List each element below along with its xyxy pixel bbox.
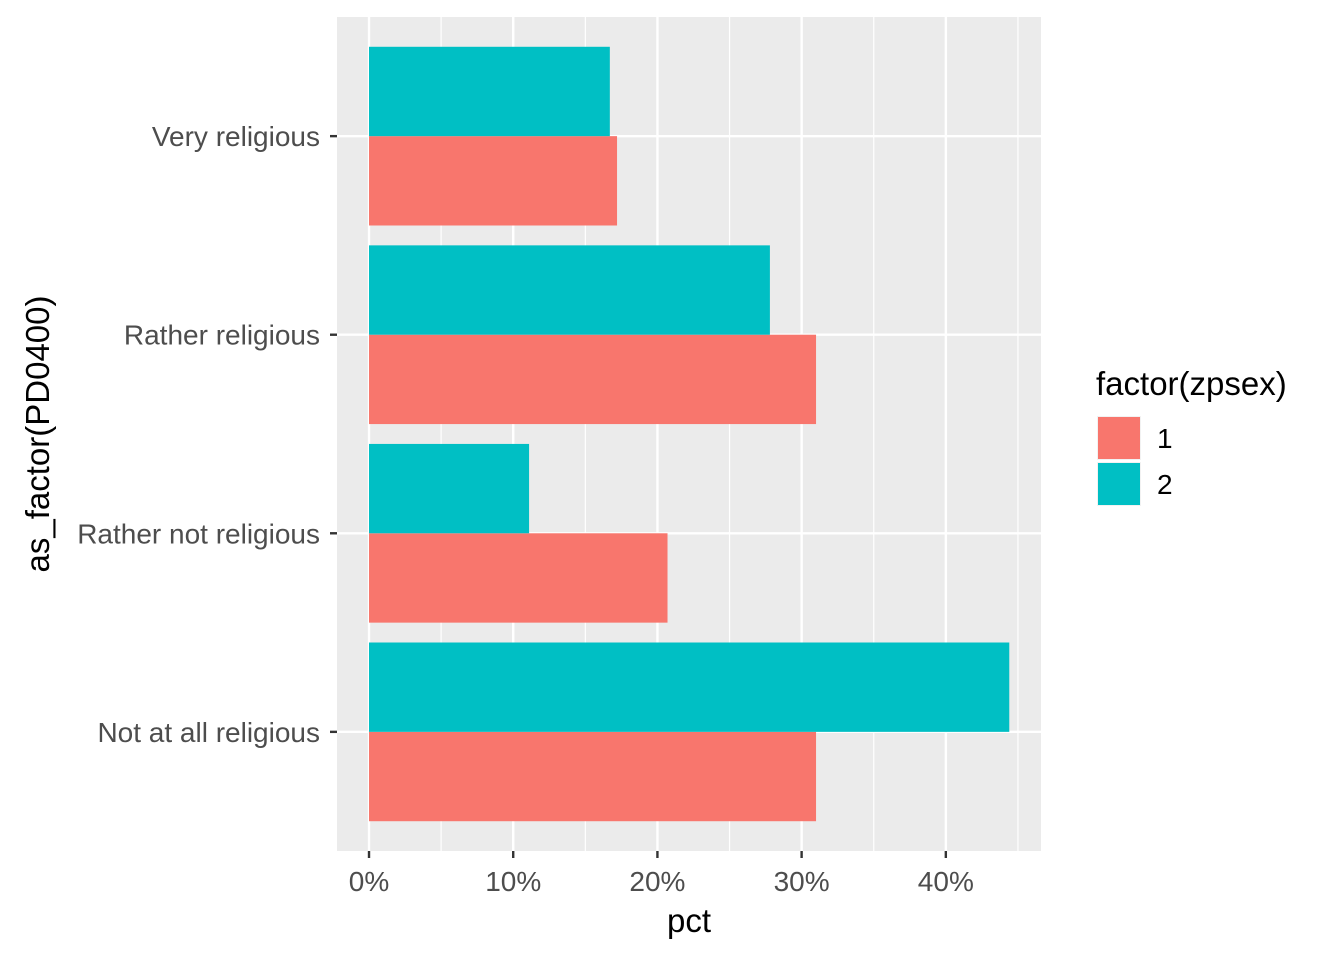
- bar-series-2: [369, 46, 610, 137]
- legend-title: factor(zpsex): [1096, 365, 1287, 402]
- y-axis: Very religious Rather religious Rather not…: [77, 121, 337, 748]
- bar-series-2: [369, 642, 1010, 732]
- y-tick-label: Rather religious: [124, 320, 320, 351]
- y-tick-label: Not at all religious: [97, 717, 320, 748]
- x-axis-title: pct: [667, 902, 711, 939]
- bars: [369, 46, 1010, 822]
- y-tick-label: Very religious: [152, 121, 320, 152]
- x-tick-label: 20%: [629, 866, 685, 897]
- y-tick-label: Rather not religious: [77, 518, 320, 549]
- bar-series-1: [369, 334, 817, 425]
- legend-label-2: 2: [1157, 469, 1173, 500]
- y-axis-title: as_factor(PD0400): [19, 296, 56, 573]
- bar-series-1: [369, 533, 668, 623]
- bar-series-2: [369, 443, 530, 534]
- x-axis: 0% 10% 20% 30% 40%: [349, 851, 974, 897]
- legend-swatch-2: [1098, 463, 1140, 505]
- bar-series-1: [369, 136, 618, 226]
- legend-label-1: 1: [1157, 423, 1173, 454]
- legend-swatch-1: [1098, 417, 1140, 459]
- legend: factor(zpsex) 1 2: [1096, 365, 1287, 506]
- x-tick-label: 40%: [918, 866, 974, 897]
- bar-series-1: [369, 731, 817, 822]
- x-tick-label: 30%: [774, 866, 830, 897]
- x-tick-label: 0%: [349, 866, 389, 897]
- bar-series-2: [369, 245, 770, 335]
- x-tick-label: 10%: [485, 866, 541, 897]
